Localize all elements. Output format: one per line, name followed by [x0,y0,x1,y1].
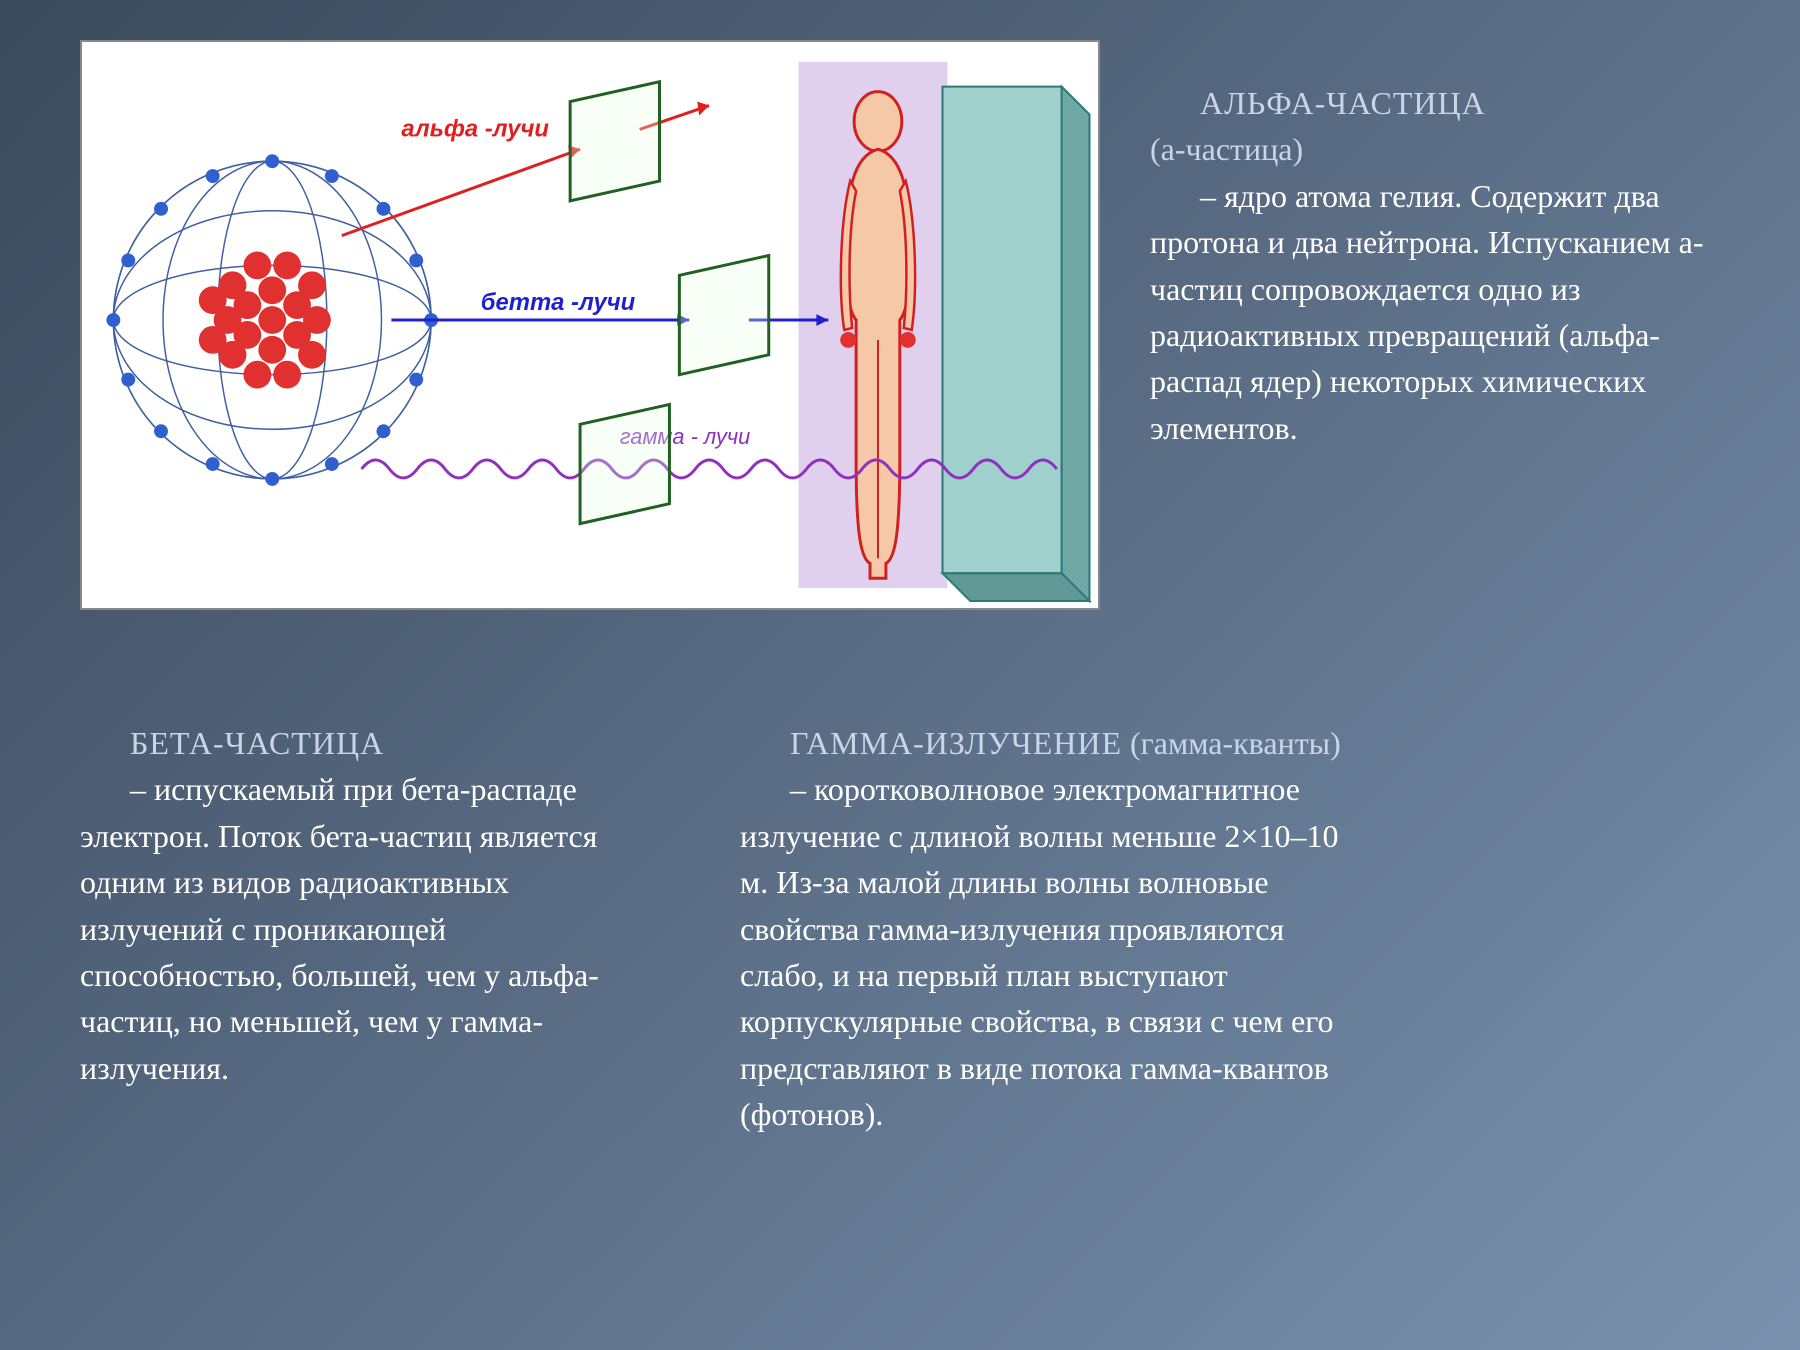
gamma-title: ГАММА-ИЗЛУЧЕНИЕ [790,725,1122,761]
shield-paper [570,82,659,201]
beta-title: БЕТА-ЧАСТИЦА [130,725,384,761]
nucleus [199,252,331,389]
radiation-diagram: альфа -лучи бетта -лучи гамма - лучи [80,40,1100,610]
beta-body: – испускаемый при бета-распаде электрон.… [80,771,599,1085]
shield-metal [679,255,768,374]
alpha-sub: (a-частица) [1150,131,1303,167]
gamma-text-block: ГАММА-ИЗЛУЧЕНИЕ (гамма-кванты) – коротко… [740,720,1360,1138]
alpha-text-block: АЛЬФА-ЧАСТИЦА (a-частица) – ядро атома г… [1150,80,1720,451]
wall-block [943,87,1090,601]
gamma-body: – коротковолновое электромагнитное излуч… [740,771,1338,1132]
beta-label: бетта -лучи [481,289,636,316]
diagram-svg: альфа -лучи бетта -лучи гамма - лучи [82,42,1098,608]
gamma-sub: (гамма-кванты) [1122,725,1341,761]
alpha-label: альфа -лучи [401,115,549,142]
alpha-body: – ядро атома гелия. Содержит два протона… [1150,178,1704,446]
beta-text-block: БЕТА-ЧАСТИЦА – испускаемый при бета-расп… [80,720,650,1091]
shield-glass [580,404,669,523]
alpha-title: АЛЬФА-ЧАСТИЦА [1200,85,1486,121]
